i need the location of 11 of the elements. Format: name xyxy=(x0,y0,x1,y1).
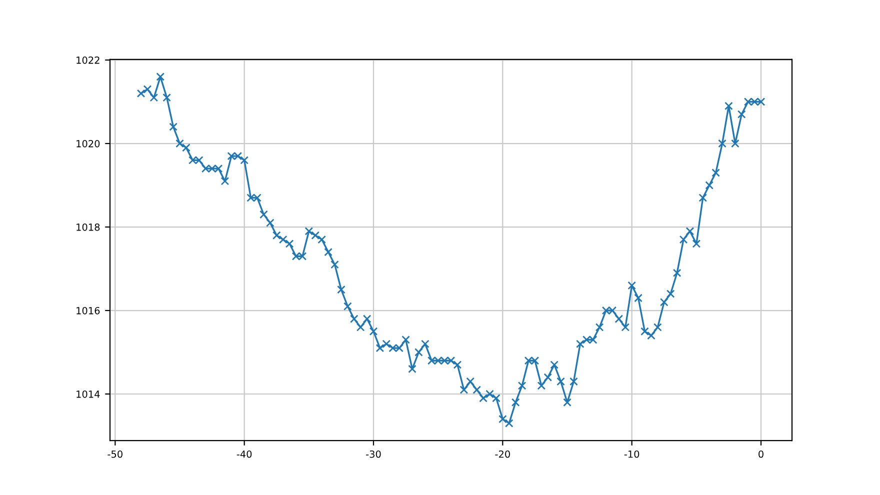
x-tick-label: -40 xyxy=(236,450,252,458)
x-tick-label: -10 xyxy=(624,450,640,458)
y-tick-label: 1022 xyxy=(76,56,100,64)
x-tick-label: -30 xyxy=(366,450,381,458)
x-tick-label: -50 xyxy=(108,450,122,458)
y-tick-label: 1018 xyxy=(76,223,100,231)
x-tick-label: 0 xyxy=(758,450,764,458)
y-tick-label: 1014 xyxy=(76,390,100,398)
y-tick-label: 1020 xyxy=(76,140,100,148)
x-tick-label: -20 xyxy=(495,450,510,458)
y-tick-label: 1016 xyxy=(76,306,100,314)
